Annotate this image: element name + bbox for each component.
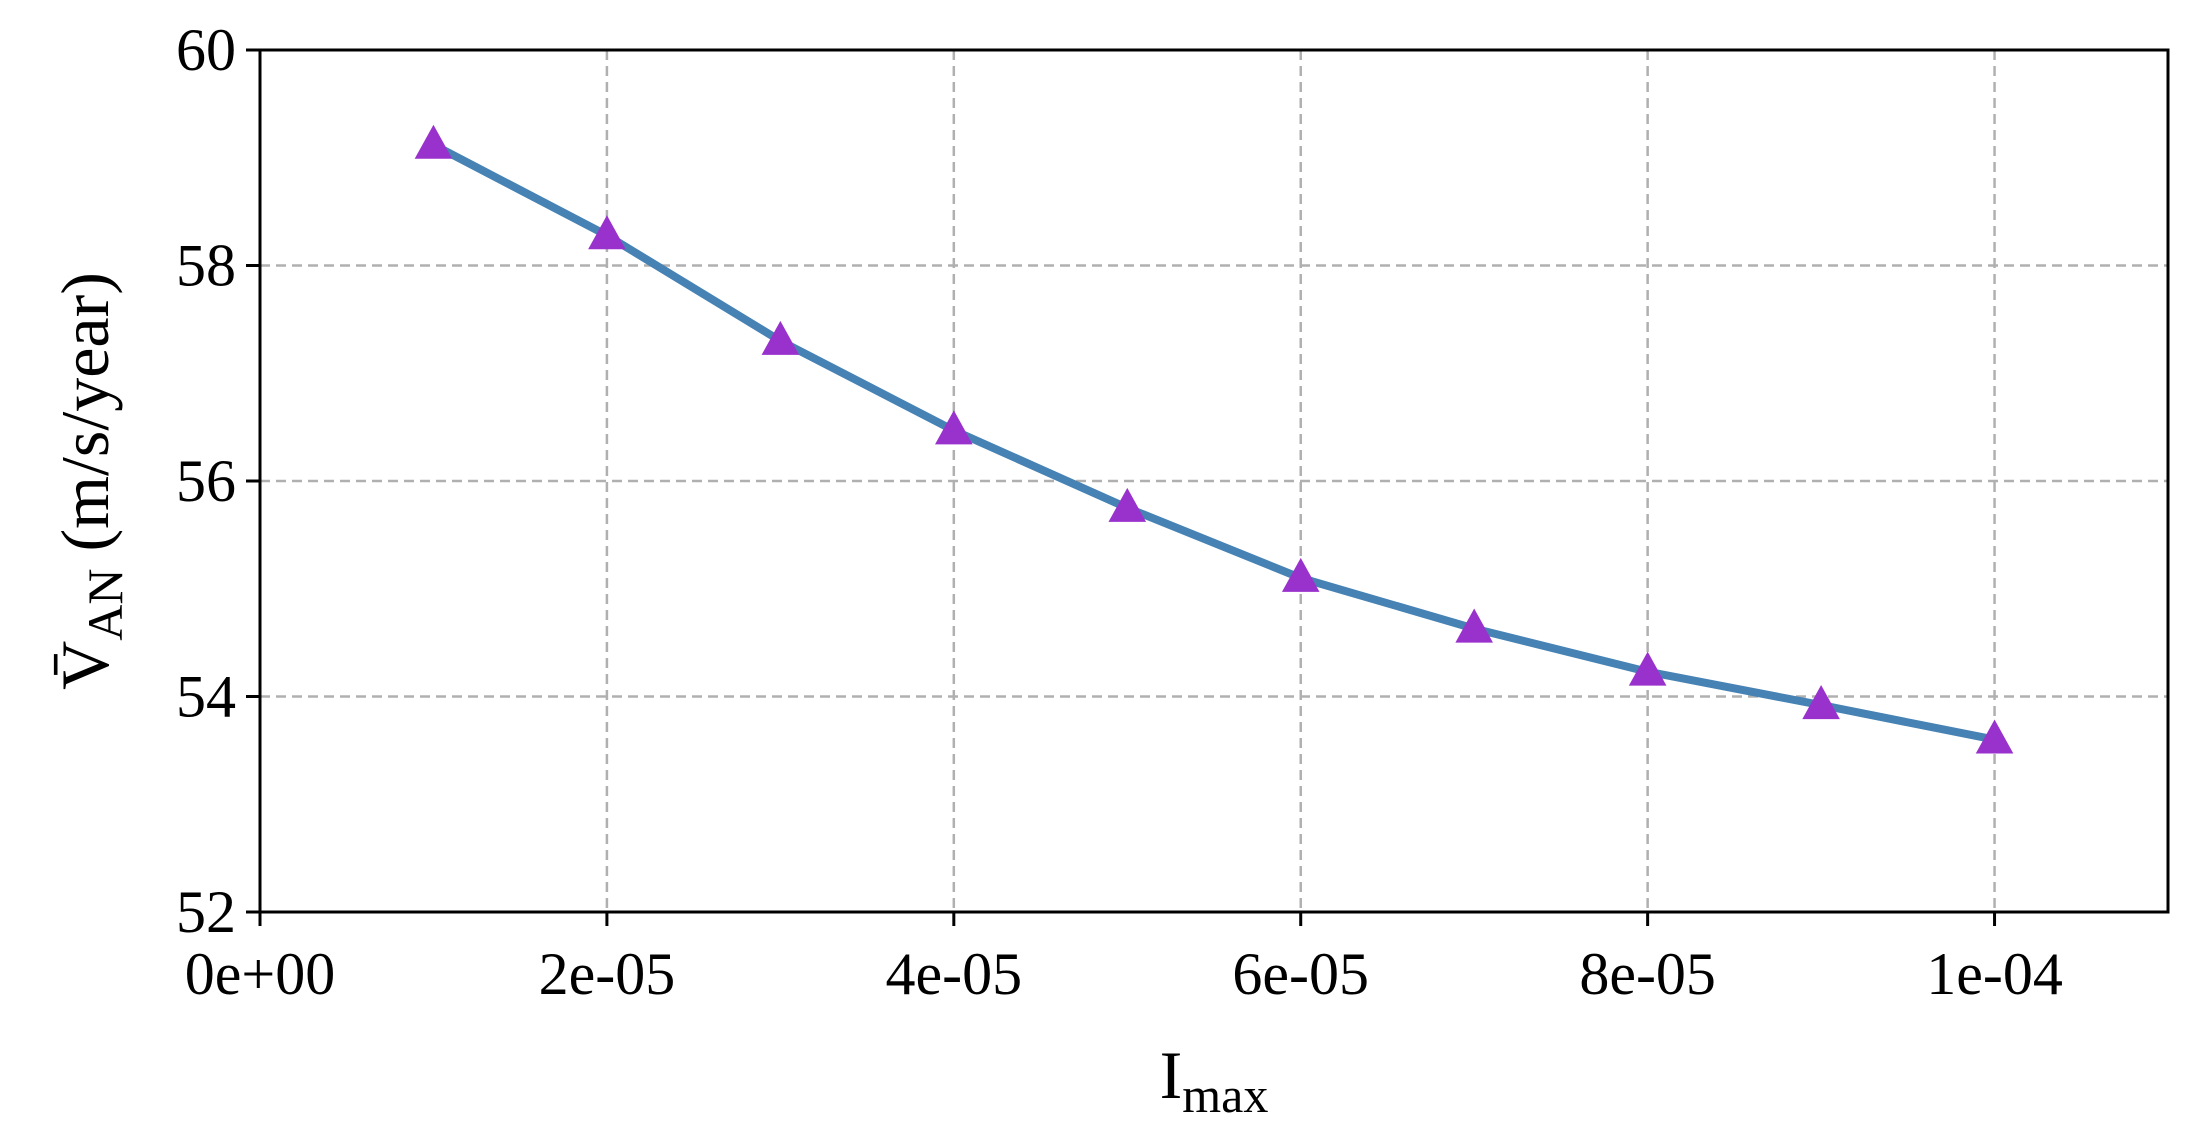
data-point-marker [414, 124, 453, 159]
x-tick-label: 6e-05 [1232, 941, 1369, 1007]
data-point-marker [588, 215, 626, 250]
y-axis-title-main: V̄ [47, 641, 123, 690]
y-tick-label: 54 [176, 664, 236, 730]
y-tick-label: 58 [176, 233, 236, 299]
data-point-marker [1455, 608, 1493, 643]
y-tick-label: 56 [176, 448, 236, 514]
x-tick-label: 0e+00 [185, 941, 335, 1007]
data-point-marker [1281, 557, 1320, 592]
grid [260, 50, 2168, 912]
series-line [429, 140, 1999, 744]
data-point-marker [1628, 651, 1667, 686]
y-axis-title-rest: (m/s/year) [47, 272, 123, 568]
data-point-marker [1802, 685, 1840, 720]
y-axis-title-sub: AN [77, 569, 133, 641]
x-tick-label: 2e-05 [539, 941, 676, 1007]
data-point-marker [1975, 719, 2014, 754]
data-point-marker [761, 320, 800, 355]
y-axis-title: V̄AN (m/s/year) [47, 272, 133, 690]
x-tick-label: 8e-05 [1579, 941, 1716, 1007]
y-tick-label: 60 [176, 17, 236, 83]
data-point-marker [935, 410, 973, 445]
x-tick-label: 1e-04 [1926, 941, 2063, 1007]
ticks: 0e+00 2e-05 4e-05 6e-05 8e-05 1e-04 52 54 56 58 60 [176, 17, 2063, 1007]
series-layer [414, 124, 2014, 754]
x-axis-title: Imax [1160, 1037, 1269, 1123]
x-axis-title-main: I [1160, 1037, 1183, 1113]
y-tick-label: 52 [176, 879, 236, 945]
x-axis-title-sub: max [1182, 1067, 1268, 1123]
data-point-marker [1108, 487, 1147, 522]
x-tick-label: 4e-05 [886, 941, 1023, 1007]
